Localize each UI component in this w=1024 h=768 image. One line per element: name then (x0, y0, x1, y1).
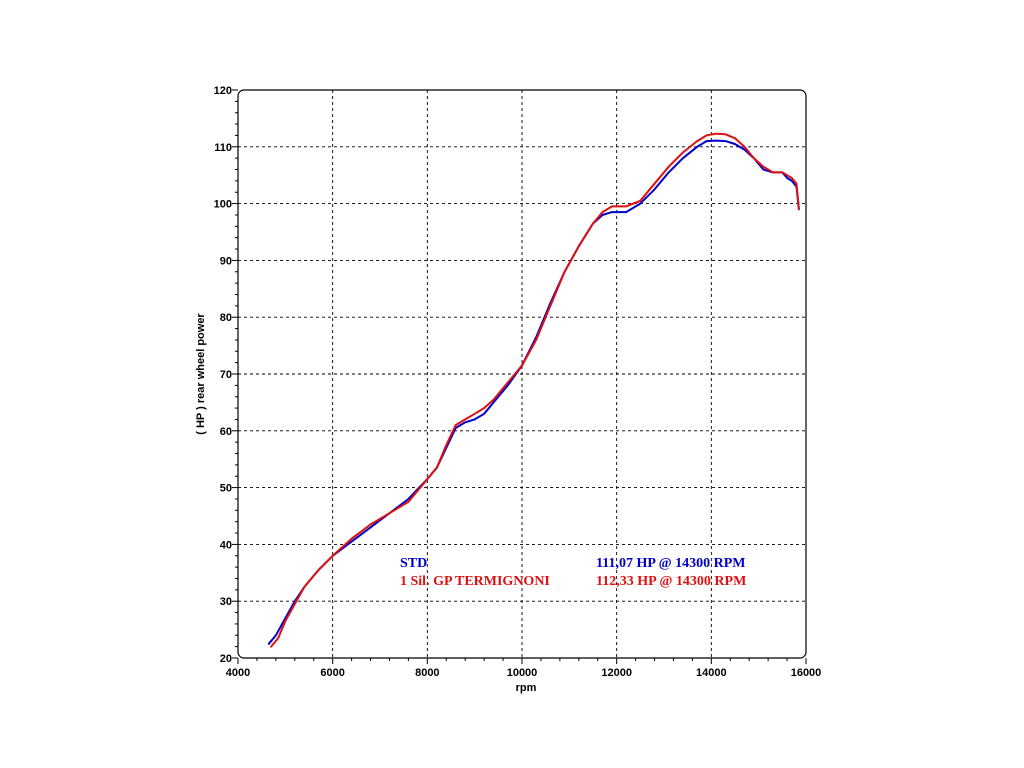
x-tick-label: 4000 (226, 667, 250, 679)
y-tick-label: 40 (220, 539, 232, 551)
x-tick-label: 12000 (601, 667, 632, 679)
legend-std-summary: 111,07 HP @ 14300 RPM (596, 556, 746, 571)
legend: STD 111,07 HP @ 14300 RPM 1 Sil. GP TERM… (400, 556, 746, 589)
legend-termignoni-summary: 112,33 HP @ 14300 RPM (596, 574, 746, 589)
legend-std-name: STD (400, 556, 427, 571)
x-tick-label: 6000 (320, 667, 344, 679)
legend-termignoni-name: 1 Sil. GP TERMIGNONI (400, 574, 550, 589)
y-tick-label: 80 (220, 312, 232, 324)
series-line-termignoni (270, 132, 800, 648)
y-tick-label: 30 (220, 596, 232, 608)
y-tick-label: 70 (220, 369, 232, 381)
y-tick-label: 20 (220, 653, 232, 665)
y-tick-label: 120 (214, 85, 232, 97)
x-tick-label: 10000 (507, 667, 538, 679)
series-group (267, 132, 800, 648)
grid-lines (238, 90, 806, 658)
y-tick-label: 90 (220, 255, 232, 267)
y-tick-label: 110 (214, 142, 232, 154)
y-axis-title: ( HP ) rear wheel power (195, 313, 207, 435)
y-tick-label: 60 (220, 426, 232, 438)
y-tick-label: 50 (220, 483, 232, 495)
y-axis: 20 30 40 50 60 70 80 90 100 110 120 (214, 85, 238, 665)
x-tick-label: 14000 (696, 667, 727, 679)
x-axis: 4000 6000 8000 10000 12000 14000 16000 (226, 658, 822, 679)
x-tick-label: 8000 (415, 667, 439, 679)
y-tick-label: 100 (214, 199, 232, 211)
x-tick-label: 16000 (791, 667, 822, 679)
x-axis-title: rpm (516, 682, 537, 694)
